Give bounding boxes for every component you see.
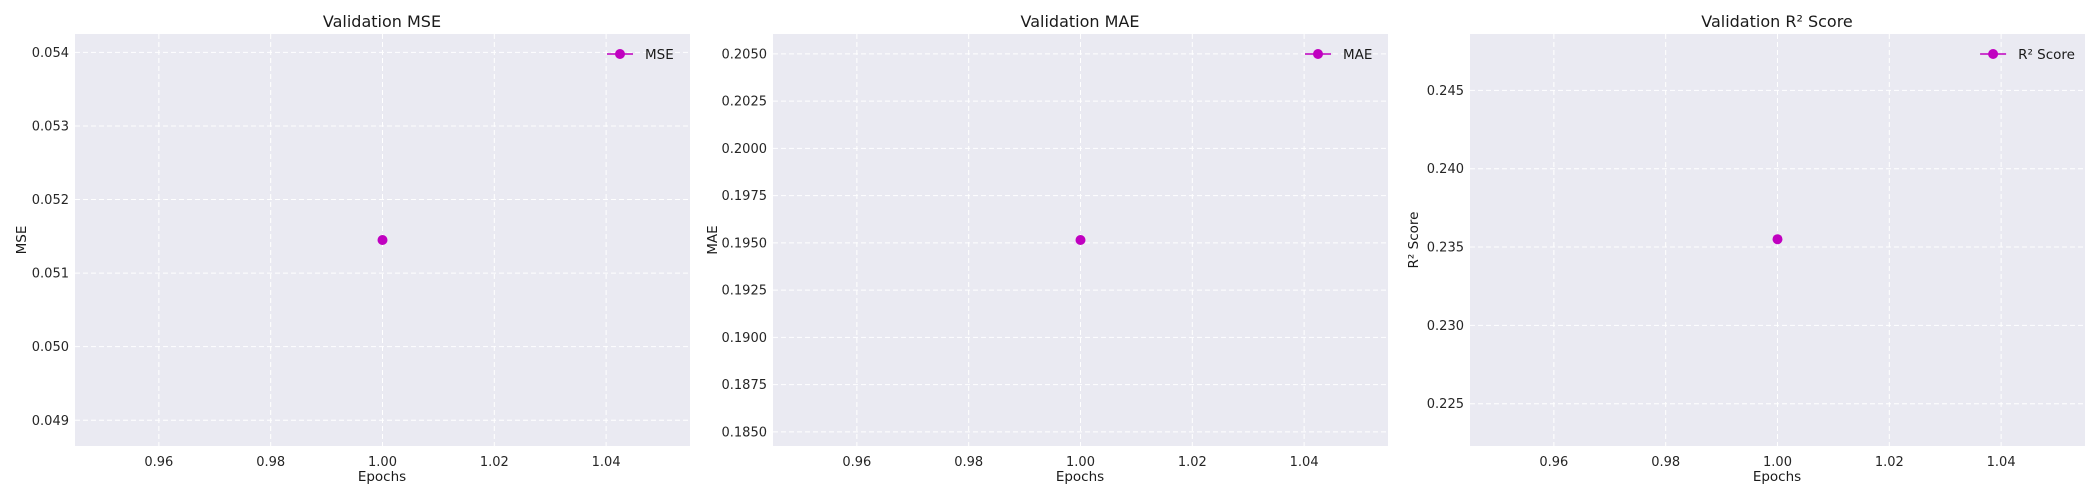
x-tick-label: 0.98 (1651, 455, 1680, 470)
y-axis-label: MAE (705, 225, 721, 254)
y-tick-label: 0.2000 (722, 142, 768, 157)
data-point (1772, 234, 1783, 245)
chart-panel-mse: Validation MSE Epochs MSE 0.96 0.98 1.00 1.… (14, 12, 690, 485)
x-axis-label: Epochs (358, 469, 406, 485)
x-tick-label: 1.02 (1875, 455, 1904, 470)
y-tick-label: 0.1900 (722, 331, 768, 346)
y-tick-label: 0.052 (32, 193, 69, 208)
chart-title: Validation MAE (1021, 12, 1140, 31)
y-tick-label: 0.245 (1427, 84, 1464, 99)
chart-panel-mae: Validation MAE Epochs MAE 0.96 0.98 1.00 1.… (705, 12, 1388, 485)
x-tick-label: 1.00 (368, 455, 397, 470)
y-axis-label: MSE (14, 226, 30, 255)
y-tick-label: 0.050 (32, 340, 69, 355)
chart-title: Validation MSE (323, 12, 441, 31)
legend-marker (615, 49, 625, 59)
y-tick-label: 0.1950 (722, 236, 768, 251)
y-tick-label: 0.230 (1427, 319, 1464, 334)
y-tick-label: 0.049 (32, 414, 69, 429)
x-tick-label: 1.04 (1987, 455, 2016, 470)
x-tick-label: 0.96 (1539, 455, 1568, 470)
plot-area-group (773, 34, 1388, 446)
x-tick-label: 1.02 (1178, 455, 1207, 470)
x-axis-label: Epochs (1056, 469, 1104, 485)
legend-label: R² Score (2018, 47, 2075, 63)
legend-label: MAE (1343, 47, 1372, 63)
chart-panel-r2: Validation R² Score Epochs R² Score 0.96… (1406, 12, 2085, 485)
legend-marker (1988, 49, 1999, 59)
x-tick-label: 1.00 (1763, 455, 1792, 470)
y-tick-label: 0.1850 (722, 425, 768, 440)
y-tick-label: 0.225 (1427, 397, 1464, 412)
x-tick-label: 1.02 (480, 455, 509, 470)
x-tick-label: 1.04 (592, 455, 621, 470)
y-tick-label: 0.051 (32, 267, 69, 282)
y-tick-label: 0.054 (32, 46, 69, 61)
legend-label: MSE (645, 47, 674, 63)
y-tick-label: 0.235 (1427, 241, 1464, 256)
y-tick-label: 0.1975 (722, 189, 768, 204)
x-tick-label: 0.98 (256, 455, 285, 470)
chart-title: Validation R² Score (1701, 12, 1853, 31)
y-tick-label: 0.053 (32, 119, 69, 134)
legend-marker (1313, 49, 1323, 59)
data-point (1075, 235, 1086, 245)
y-tick-label: 0.2025 (722, 95, 768, 110)
data-point (377, 235, 388, 245)
x-tick-label: 1.00 (1066, 455, 1095, 470)
y-tick-label: 0.240 (1427, 162, 1464, 177)
x-tick-label: 1.04 (1290, 455, 1319, 470)
x-tick-label: 0.98 (954, 455, 983, 470)
y-tick-label: 0.2050 (722, 47, 768, 62)
y-tick-label: 0.1925 (722, 284, 768, 299)
y-tick-label: 0.1875 (722, 378, 768, 393)
x-axis-label: Epochs (1753, 469, 1801, 485)
x-tick-label: 0.96 (144, 455, 173, 470)
y-axis-label: R² Score (1406, 212, 1422, 269)
x-tick-label: 0.96 (842, 455, 871, 470)
